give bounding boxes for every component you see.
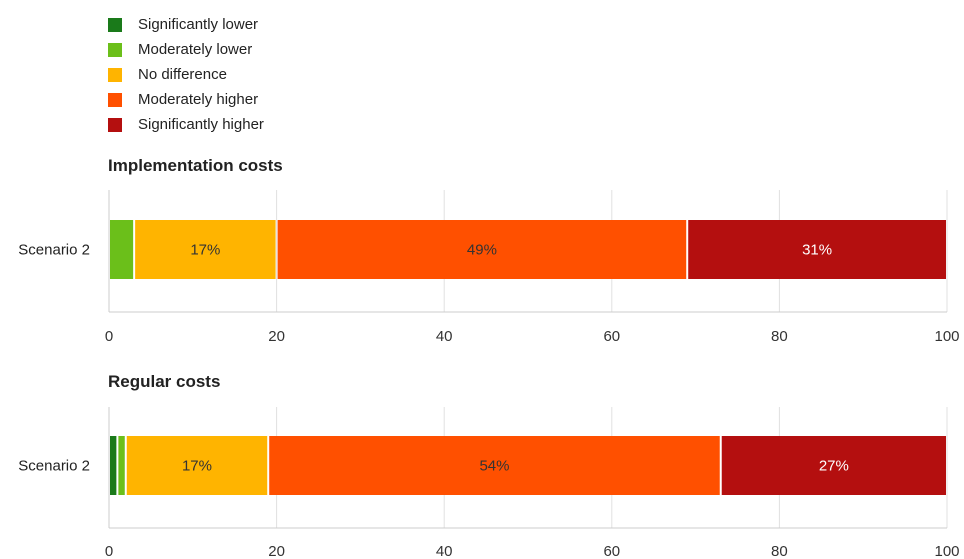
category-label: Scenario 2 — [18, 458, 90, 475]
x-tick-label: 60 — [603, 328, 620, 345]
legend-swatch — [108, 92, 122, 107]
legend-item: No difference — [108, 62, 264, 87]
bar-segment — [721, 436, 946, 495]
bar-data-label: 54% — [479, 458, 509, 475]
bar-segment — [126, 436, 268, 495]
bar-data-label: 17% — [182, 458, 212, 475]
bar-segment — [135, 220, 276, 279]
x-tick-label: 80 — [771, 328, 788, 345]
legend-label: Significantly lower — [138, 16, 259, 33]
x-tick-label: 20 — [268, 543, 285, 559]
legend-label: Significantly higher — [138, 116, 264, 133]
bar-segment — [118, 436, 125, 495]
x-tick-label: 80 — [771, 543, 788, 559]
legend-item: Significantly lower — [108, 12, 264, 37]
legend-swatch — [108, 117, 122, 132]
x-tick-label: 40 — [436, 328, 453, 345]
bar-segment — [269, 436, 720, 495]
legend-label: Moderately higher — [138, 91, 259, 108]
bar-data-label: 17% — [190, 242, 220, 259]
x-tick-label: 40 — [436, 543, 453, 559]
bar-segment — [277, 220, 687, 279]
bar-segment — [110, 436, 117, 495]
legend-item: Moderately lower — [108, 37, 264, 62]
bar-segment — [688, 220, 946, 279]
x-tick-label: 0 — [105, 328, 113, 345]
bar-segment — [110, 220, 134, 279]
x-tick-label: 100 — [934, 543, 959, 559]
x-tick-label: 0 — [105, 543, 113, 559]
x-tick-label: 60 — [603, 543, 620, 559]
x-tick-label: 100 — [934, 328, 959, 345]
category-label: Scenario 2 — [18, 242, 90, 259]
x-tick-label: 20 — [268, 328, 285, 345]
legend-swatch — [108, 17, 122, 32]
legend-item: Moderately higher — [108, 87, 264, 112]
bar-data-label: 31% — [802, 242, 832, 259]
chart-title-implementation: Implementation costs — [108, 156, 283, 175]
bar-data-label: 49% — [467, 242, 497, 259]
chart-0: 0 20 40 60 80 100 Scenario 2 17% 49% 31% — [18, 190, 960, 345]
legend-label: Moderately lower — [138, 41, 253, 58]
legend: Significantly lower Moderately lower No di… — [108, 12, 264, 137]
legend-label: No difference — [138, 66, 227, 83]
legend-swatch — [108, 42, 122, 57]
legend-item: Significantly higher — [108, 112, 264, 137]
chart-title-regular: Regular costs — [108, 372, 221, 391]
legend-swatch — [108, 67, 122, 82]
bar-data-label: 27% — [819, 458, 849, 475]
chart-1: 0 20 40 60 80 100 Scenario 2 17% 54% 27% — [18, 407, 960, 559]
